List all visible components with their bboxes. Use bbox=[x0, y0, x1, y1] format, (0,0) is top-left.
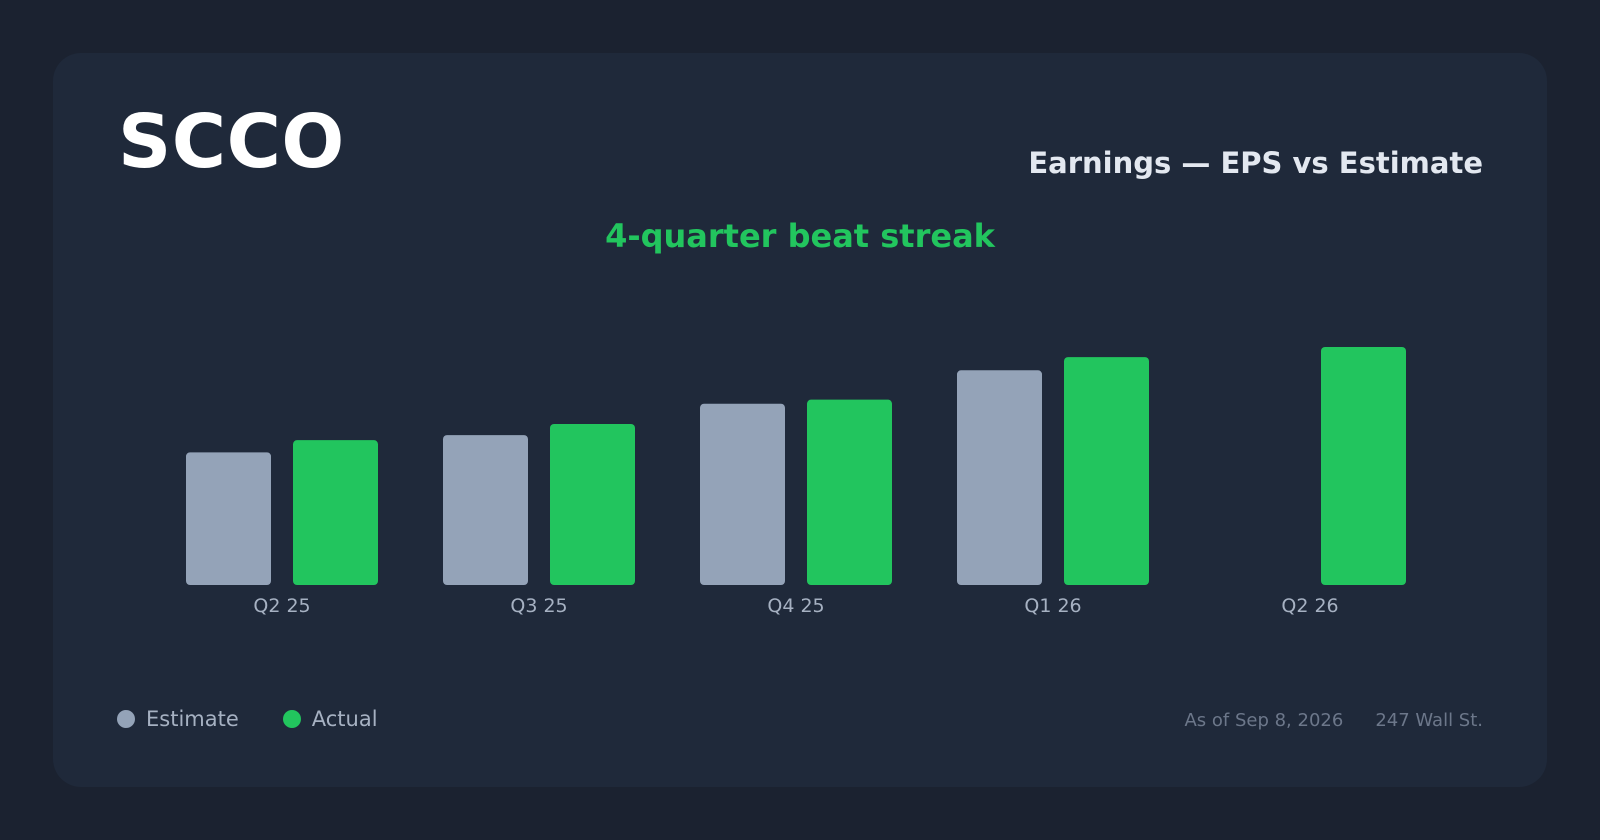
legend-item-actual: Actual bbox=[282, 707, 378, 731]
eps-bar-chart: Q2 25 Q3 25 Q4 25 Q1 26 Q2 26 bbox=[186, 347, 1406, 617]
bar-estimate-q4-25 bbox=[700, 403, 785, 585]
x-tick-label: Q1 26 bbox=[1024, 595, 1081, 617]
bar-estimate-q3-25 bbox=[443, 435, 528, 585]
legend-item-estimate: Estimate bbox=[117, 707, 239, 731]
chart-legend: Estimate Actual bbox=[117, 707, 422, 731]
bar-actual-q3-25 bbox=[550, 423, 635, 585]
x-tick-label: Q3 25 bbox=[510, 595, 567, 617]
bar-estimate-q2-25 bbox=[186, 452, 271, 585]
earnings-card: SCCO Earnings — EPS vs Estimate 4-quarte… bbox=[53, 53, 1547, 787]
footer: As of Sep 8, 2026 247 Wall St. bbox=[1184, 710, 1483, 731]
bar-actual-q1-26 bbox=[1064, 357, 1149, 585]
legend-swatch-actual bbox=[282, 710, 301, 728]
source-label: 247 Wall St. bbox=[1375, 710, 1483, 731]
bar-actual-q4-25 bbox=[807, 399, 892, 585]
bar-estimate-q1-26 bbox=[957, 370, 1042, 585]
x-tick-label: Q2 26 bbox=[1281, 595, 1338, 617]
legend-label-actual: Actual bbox=[311, 707, 378, 731]
bar-actual-q2-26 bbox=[1321, 347, 1406, 585]
x-tick-label: Q2 25 bbox=[253, 595, 310, 617]
bar-actual-q2-25 bbox=[293, 440, 378, 585]
chart-title: Earnings — EPS vs Estimate bbox=[1028, 146, 1483, 180]
legend-swatch-estimate bbox=[117, 710, 135, 728]
ticker-symbol: SCCO bbox=[118, 99, 345, 185]
as-of-date: As of Sep 8, 2026 bbox=[1184, 710, 1344, 731]
beat-streak-label: 4-quarter beat streak bbox=[605, 217, 995, 255]
legend-label-estimate: Estimate bbox=[146, 707, 239, 731]
x-tick-label: Q4 25 bbox=[767, 595, 824, 617]
